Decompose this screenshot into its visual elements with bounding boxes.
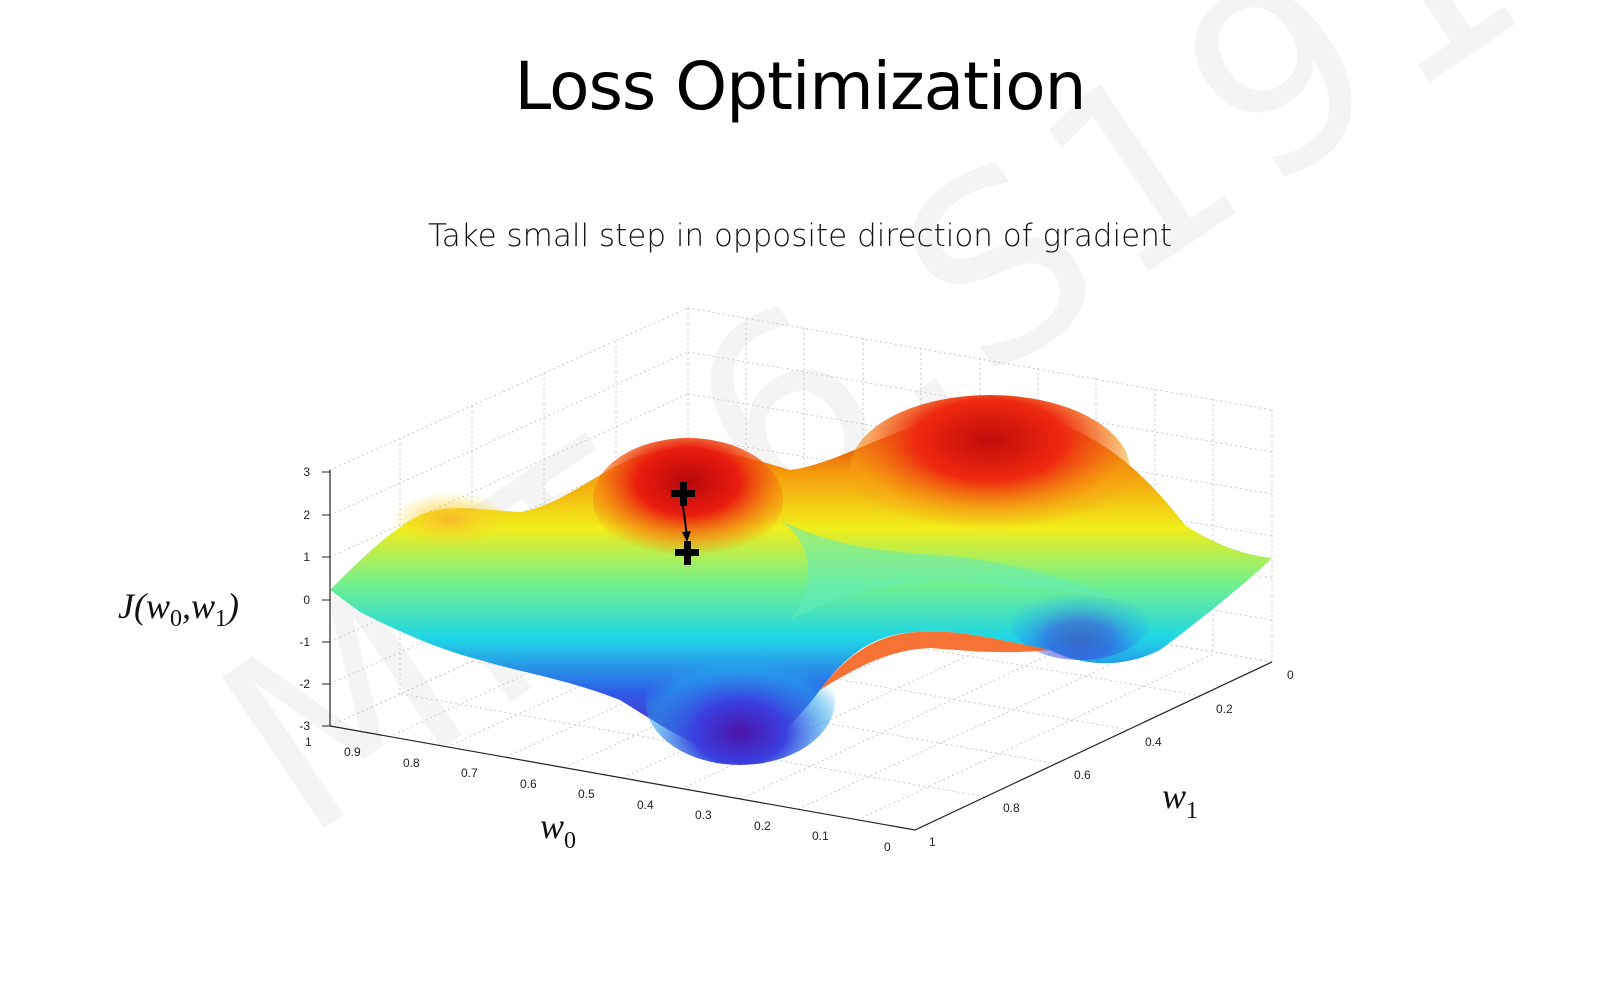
w0-axis-label: w0	[540, 806, 576, 854]
slide-title: Loss Optimization	[514, 48, 1087, 125]
w0-tick-label: 0.3	[695, 808, 712, 822]
slide-subtitle: Take small step in opposite direction of…	[427, 218, 1173, 254]
z-tick-label: 1	[303, 550, 310, 564]
z-axis-ticks: 3 2 1 0 -1 -2 -3	[299, 465, 330, 733]
w1-tick-label: 0.2	[1216, 702, 1233, 716]
gradient-step	[671, 482, 699, 565]
w1-axis-ticks: 0 0.2 0.4 0.6 0.8 1	[929, 668, 1294, 849]
w1-tick-label: 0	[1287, 668, 1294, 682]
loss-surface-plot: 3 2 1 0 -1 -2 -3 1 0.9 0.8 0.7 0.6 0.5 0…	[118, 307, 1294, 854]
w1-tick-label: 0.6	[1074, 768, 1091, 782]
w1-axis-label: w1	[1162, 776, 1198, 824]
w0-tick-label: 0.4	[637, 798, 654, 812]
w0-tick-label: 0.1	[812, 829, 829, 843]
w0-tick-label: 0.8	[403, 756, 420, 770]
start-point-icon	[671, 482, 695, 506]
w0-tick-label: 0.2	[754, 819, 771, 833]
z-tick-label: -1	[299, 635, 310, 649]
z-tick-label: -3	[299, 719, 310, 733]
w1-tick-label: 1	[929, 835, 936, 849]
z-axis-label: J(w0,w1)	[118, 586, 239, 632]
w0-tick-label: 0.5	[578, 787, 595, 801]
axes	[329, 470, 1273, 831]
z-tick-label: 3	[303, 465, 310, 479]
w0-tick-label: 0.6	[520, 777, 537, 791]
z-tick-label: -2	[299, 677, 310, 691]
w0-tick-label: 0.9	[344, 745, 361, 759]
w0-tick-label: 0	[884, 840, 891, 854]
w0-tick-label: 0.7	[461, 766, 478, 780]
loss-surface	[330, 395, 1272, 765]
gradient-step-arrow-icon	[682, 505, 691, 542]
w0-tick-label: 1	[305, 735, 312, 749]
next-point-icon	[675, 541, 699, 565]
w1-tick-label: 0.4	[1145, 735, 1162, 749]
w1-tick-label: 0.8	[1003, 801, 1020, 815]
w0-axis-ticks: 1 0.9 0.8 0.7 0.6 0.5 0.4 0.3 0.2 0.1 0	[305, 735, 891, 854]
z-tick-label: 2	[303, 508, 310, 522]
z-tick-label: 0	[303, 593, 310, 607]
slide: MIT 6.S191 Loss Optimization Take small …	[118, 0, 1577, 891]
